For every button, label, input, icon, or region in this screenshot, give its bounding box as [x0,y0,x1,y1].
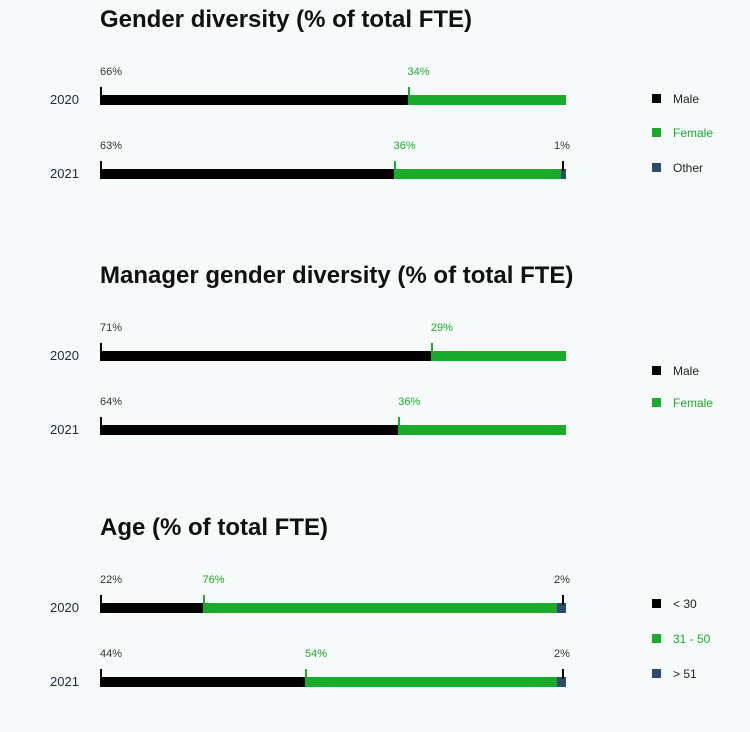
bar-segment-female [393,169,562,179]
stacked-bar: 66% 34% [100,62,566,107]
bar-segment-male [100,95,408,105]
year-label: 2020 [50,600,79,615]
stacked-bar: 63% 36% 1% [100,136,570,181]
bar-row-2020: 2020 22% 76% 2% [0,570,750,630]
stacked-bar: 22% 76% 2% [100,570,570,615]
legend-swatch [652,398,661,407]
percent-label: 29% [430,322,453,334]
tick-mark [305,669,308,679]
tick-mark [430,343,433,353]
tick-mark [407,87,410,97]
legend-swatch [652,128,661,137]
bar-segment-31-50 [202,603,557,613]
bar-segment-51 [556,603,566,613]
legend-label: Female [673,126,714,140]
percent-label: 36% [393,140,416,152]
legend: Male Female [652,0,750,732]
bar-segment-other [561,169,566,179]
legend: Male Female Other [652,0,750,732]
chart-1: Gender diversity (% of total FTE) 2020 66%… [0,0,750,250]
year-label: 2021 [50,166,79,181]
bar-row-2020: 2020 71% 29% [0,318,750,378]
year-label: 2021 [50,422,79,437]
bar-row-2021: 2021 63% 36% 1% [0,136,750,196]
percent-label: 54% [305,648,328,660]
tick-mark [100,161,102,171]
legend-swatch [652,163,661,172]
tick-mark [100,669,102,679]
bar-segment-51 [556,677,566,687]
stacked-bar: 71% 29% [100,318,566,363]
legend-label: Male [673,92,700,106]
legend-swatch [652,634,661,643]
bar-segment-male [100,351,431,361]
percent-label: 71% [100,322,123,334]
legend-swatch [652,94,661,103]
stacked-bar: 64% 36% [100,392,566,437]
bar-segment-30 [100,603,203,613]
stacked-bar: 44% 54% 2% [100,644,570,689]
bar-segment-male [100,169,394,179]
chart-2: Manager gender diversity (% of total FTE… [0,256,750,506]
legend: < 30 31 - 50 > 51 [652,0,750,732]
tick-mark [100,343,102,353]
percent-label: 64% [100,396,123,408]
bar-segment-31-50 [305,677,557,687]
chart-title: Manager gender diversity (% of total FTE… [100,262,574,289]
bar-segment-30 [100,677,306,687]
percent-label: 44% [100,648,123,660]
percent-label: 63% [100,140,123,152]
legend-label: Other [673,161,704,175]
year-label: 2020 [50,348,79,363]
legend-label: 31 - 50 [673,632,711,646]
percent-label: 2% [554,648,570,660]
bar-segment-female [430,351,566,361]
tick-mark [562,161,564,171]
legend-swatch [652,599,661,608]
bar-row-2020: 2020 66% 34% [0,62,750,122]
tick-mark [100,595,102,605]
year-label: 2020 [50,92,79,107]
legend-swatch [652,669,661,678]
legend-label: > 51 [673,667,697,681]
percent-label: 34% [407,66,430,78]
tick-mark [100,417,102,427]
tick-mark [393,161,396,171]
year-label: 2021 [50,674,79,689]
legend-swatch [652,366,661,375]
bar-segment-female [407,95,566,105]
percent-label: 2% [554,574,570,586]
tick-mark [398,417,401,427]
percent-label: 36% [398,396,421,408]
tick-mark [100,87,102,97]
tick-mark [562,595,564,605]
bar-row-2021: 2021 64% 36% [0,392,750,452]
chart-title: Age (% of total FTE) [100,514,328,541]
bar-row-2021: 2021 44% 54% 2% [0,644,750,704]
bar-segment-male [100,425,399,435]
bar-segment-female [398,425,566,435]
percent-label: 66% [100,66,123,78]
tick-mark [562,669,564,679]
percent-label: 22% [100,574,123,586]
percent-label: 1% [554,140,570,152]
percent-label: 76% [202,574,225,586]
legend-label: < 30 [673,597,697,611]
legend-label: Male [673,364,700,378]
chart-title: Gender diversity (% of total FTE) [100,6,473,33]
tick-mark [202,595,205,605]
legend-label: Female [673,396,714,410]
chart-3: Age (% of total FTE) 2020 22% 76% 2% 2021 44% 5… [0,508,750,732]
